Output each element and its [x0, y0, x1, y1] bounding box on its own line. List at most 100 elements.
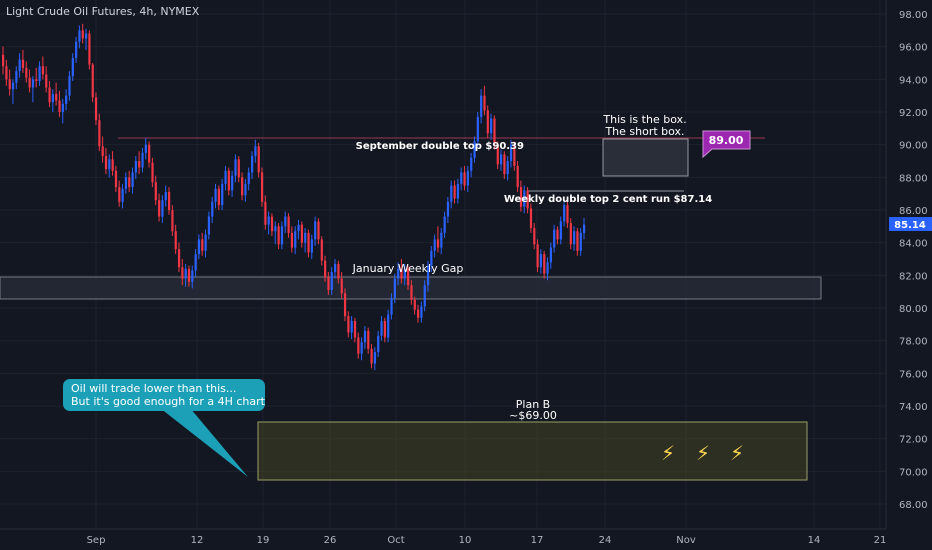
candle	[473, 136, 476, 163]
candle-body	[31, 79, 35, 88]
candle-body	[533, 227, 536, 245]
candle-body	[204, 234, 207, 251]
time-tick-label: 24	[599, 535, 612, 546]
candle	[168, 187, 171, 215]
candle	[506, 156, 509, 181]
candle-body	[300, 224, 303, 243]
callout-line2: But it's good enough for a 4H chart	[71, 395, 266, 408]
candle-body	[214, 188, 217, 202]
candle-body	[201, 239, 204, 251]
candle-body	[569, 223, 572, 245]
candle-body	[15, 71, 18, 83]
candle	[523, 185, 526, 214]
candle-body	[124, 177, 128, 189]
candle	[403, 263, 406, 286]
candle-body	[45, 74, 48, 88]
candle	[254, 139, 257, 163]
candle	[559, 216, 562, 245]
candle	[28, 69, 31, 93]
price-tick-label: 74.00	[899, 402, 928, 413]
candle	[490, 113, 493, 140]
candle	[536, 239, 539, 273]
candle	[128, 170, 131, 193]
chart-title: Light Crude Oil Futures, 4h, NYMEX	[6, 5, 200, 18]
candle-body	[576, 231, 579, 251]
candle-body	[277, 226, 280, 245]
candle	[529, 203, 533, 233]
candle-body	[480, 95, 483, 117]
candle	[453, 180, 456, 204]
candle	[124, 172, 128, 194]
candle-body	[65, 95, 68, 104]
candle-body	[426, 265, 430, 286]
price-tick-label: 72.00	[899, 435, 928, 446]
time-axis[interactable]: Sep 12 19 26 Oct 10 17 24 Nov 14 21	[87, 535, 887, 546]
candle-body	[138, 161, 141, 168]
candle	[387, 309, 390, 343]
candle	[579, 227, 582, 256]
candle	[543, 250, 546, 279]
candle-body	[121, 188, 124, 202]
candle-body	[347, 316, 350, 333]
candle	[35, 67, 38, 88]
price-tick-label: 80.00	[899, 304, 928, 315]
candle-body	[513, 144, 516, 166]
candle-body	[101, 146, 104, 157]
candle	[194, 249, 197, 277]
candle	[11, 79, 15, 104]
candle	[526, 187, 529, 214]
candle-body	[553, 229, 556, 248]
time-tick-label: Oct	[387, 535, 404, 546]
short-box-label-line1: This is the box.	[602, 113, 686, 126]
candle	[78, 25, 81, 49]
candle	[549, 242, 552, 269]
candle-body	[194, 254, 197, 271]
candle	[111, 151, 114, 176]
candle	[274, 221, 277, 245]
candle	[450, 180, 453, 209]
candle-body	[357, 337, 360, 354]
candle-body	[387, 314, 390, 338]
candle-body	[104, 156, 108, 170]
january-gap-label: January Weekly Gap	[352, 262, 464, 275]
candle	[357, 332, 360, 359]
candle	[413, 296, 416, 315]
price-tick-label: 68.00	[899, 500, 928, 511]
candle-body	[211, 201, 214, 217]
candle	[55, 82, 58, 106]
candle-body	[118, 187, 121, 202]
candle	[310, 234, 313, 259]
candle	[144, 138, 147, 160]
candle	[197, 234, 201, 259]
candle	[234, 154, 237, 183]
candle	[277, 223, 280, 250]
last-price-label: 85.14	[894, 220, 926, 231]
candle-body	[164, 192, 167, 201]
candle-body	[317, 221, 320, 240]
price-axis[interactable]: 98.00 96.00 94.00 92.00 90.00 88.00 86.00 84.00…	[899, 10, 928, 511]
candle	[294, 226, 297, 255]
candle-body	[486, 110, 489, 134]
candle	[224, 165, 227, 191]
candle-body	[241, 177, 244, 196]
candle	[181, 259, 184, 286]
candle-body	[393, 278, 396, 299]
candle	[21, 49, 25, 73]
candle	[460, 167, 463, 191]
time-tick-label: Nov	[676, 535, 696, 546]
candle	[463, 165, 466, 191]
candle-body	[453, 185, 456, 199]
candle-body	[231, 175, 234, 191]
candle-body	[403, 268, 406, 279]
candle	[566, 200, 569, 228]
candle-body	[583, 224, 586, 233]
candle-body	[154, 182, 157, 201]
lightning-icon: ⚡	[661, 441, 675, 465]
candle	[154, 175, 157, 206]
candle	[38, 61, 41, 86]
candle	[260, 167, 264, 207]
price-tick-label: 84.00	[899, 239, 928, 250]
candle-body	[314, 221, 317, 240]
candle-body	[75, 41, 78, 59]
